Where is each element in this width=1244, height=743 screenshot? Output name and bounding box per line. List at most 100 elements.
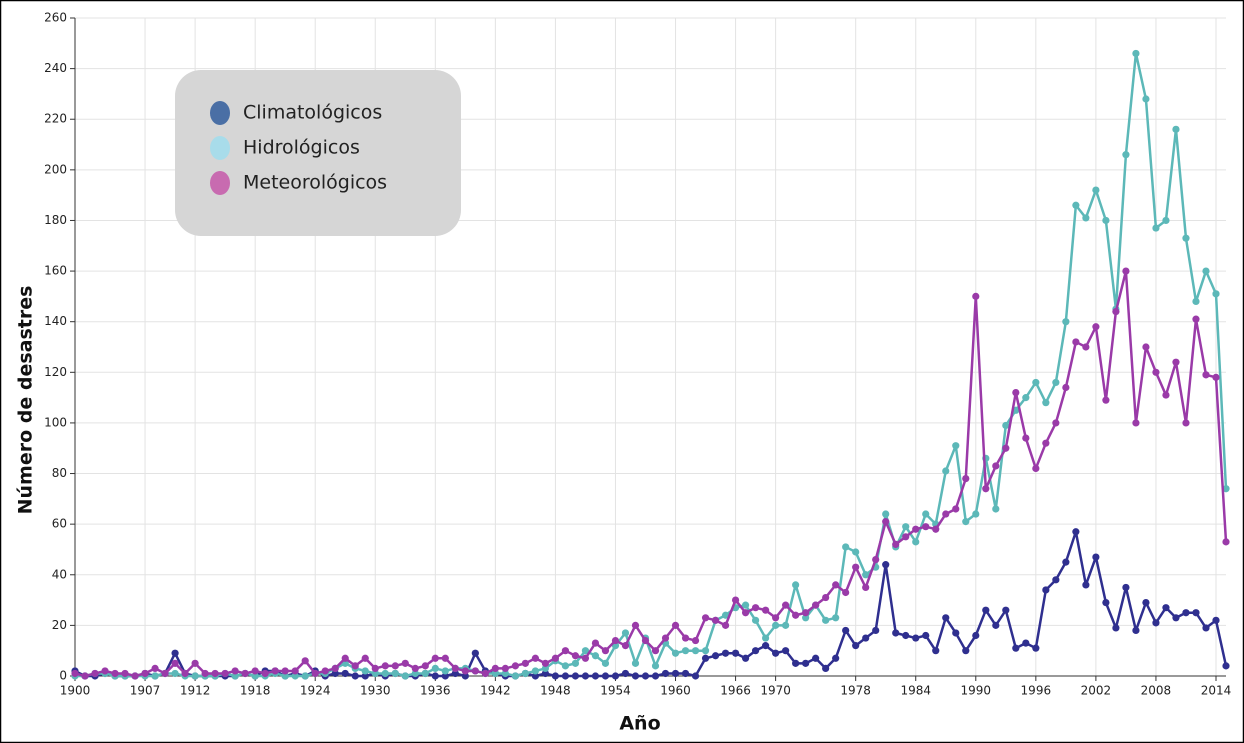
data-point — [711, 652, 720, 660]
data-point — [681, 634, 690, 642]
data-point — [661, 634, 670, 642]
data-point — [141, 669, 149, 678]
legend-swatch — [210, 101, 230, 125]
data-point — [1162, 604, 1170, 612]
data-point — [972, 631, 980, 640]
data-point — [782, 601, 790, 609]
x-tick-label: 1990 — [961, 684, 992, 698]
data-point — [371, 664, 379, 673]
data-point — [721, 611, 730, 619]
data-point — [411, 669, 419, 678]
data-point — [992, 505, 1000, 513]
x-tick-label: 1912 — [180, 684, 211, 698]
x-tick-label: 1924 — [300, 684, 331, 698]
data-point — [992, 462, 1000, 470]
data-point — [671, 669, 680, 678]
data-point — [1122, 267, 1130, 275]
data-point — [842, 543, 850, 551]
data-point — [1182, 234, 1190, 242]
data-point — [331, 664, 339, 673]
data-point — [942, 614, 950, 622]
data-point — [381, 662, 389, 670]
data-point — [671, 621, 680, 629]
data-point — [541, 669, 550, 678]
data-point — [261, 669, 269, 678]
data-point — [561, 647, 570, 655]
data-point — [912, 525, 920, 533]
data-point — [1072, 528, 1080, 536]
plot — [71, 49, 1230, 680]
data-point — [161, 669, 169, 678]
data-point — [812, 601, 820, 609]
data-point — [391, 662, 399, 670]
x-tick-label: 1978 — [840, 684, 871, 698]
data-point — [802, 609, 810, 617]
data-point — [1022, 639, 1030, 647]
y-tick-label: 240 — [44, 61, 67, 75]
data-point — [371, 669, 379, 678]
data-point — [281, 672, 289, 680]
x-tick-label: 1984 — [900, 684, 931, 698]
data-point — [621, 629, 630, 637]
data-point — [922, 523, 930, 531]
data-point — [711, 616, 720, 624]
data-point — [721, 649, 730, 657]
data-point — [701, 654, 710, 662]
data-point — [691, 647, 700, 655]
data-point — [531, 672, 540, 680]
data-point — [211, 669, 219, 678]
y-axis-title: Número de desastres — [15, 286, 37, 515]
data-point — [862, 571, 870, 579]
data-point — [521, 669, 529, 678]
data-point — [872, 555, 880, 564]
data-point — [631, 672, 640, 680]
data-point — [191, 659, 199, 667]
data-point — [431, 654, 439, 662]
data-point — [451, 669, 459, 678]
data-point — [461, 667, 469, 675]
data-point — [431, 672, 439, 680]
data-point — [301, 672, 309, 680]
data-point — [701, 647, 710, 655]
y-tick-label: 200 — [44, 162, 67, 176]
data-point — [751, 604, 760, 612]
data-point — [812, 654, 820, 662]
data-point — [1122, 583, 1130, 592]
data-point — [611, 636, 620, 645]
data-point — [581, 672, 590, 680]
data-point — [661, 669, 670, 678]
data-point — [171, 669, 179, 678]
data-point — [251, 667, 259, 675]
data-point — [962, 647, 970, 655]
data-point — [731, 649, 740, 657]
data-point — [501, 669, 509, 678]
data-point — [601, 647, 610, 655]
data-point — [1172, 614, 1180, 622]
data-point — [982, 606, 990, 614]
data-point — [1082, 581, 1090, 589]
data-point — [511, 672, 519, 680]
data-point — [291, 667, 299, 675]
data-point — [1132, 626, 1140, 635]
y-tick-label: 80 — [52, 466, 67, 480]
data-point — [862, 634, 870, 642]
data-point — [601, 672, 610, 680]
data-point — [301, 657, 309, 665]
data-point — [1192, 297, 1200, 306]
y-tick-label: 180 — [44, 213, 67, 227]
data-point — [832, 581, 840, 589]
data-point — [361, 672, 369, 680]
data-point — [832, 614, 840, 622]
data-point — [681, 669, 690, 678]
data-point — [1002, 444, 1010, 452]
data-point — [361, 667, 369, 675]
data-point — [892, 540, 900, 549]
data-point — [922, 510, 930, 518]
data-point — [191, 672, 199, 680]
data-point — [942, 467, 950, 475]
data-point — [651, 672, 660, 680]
data-point — [902, 631, 910, 640]
x-tick-label: 1970 — [760, 684, 791, 698]
data-point — [391, 669, 399, 678]
data-point — [491, 669, 499, 678]
